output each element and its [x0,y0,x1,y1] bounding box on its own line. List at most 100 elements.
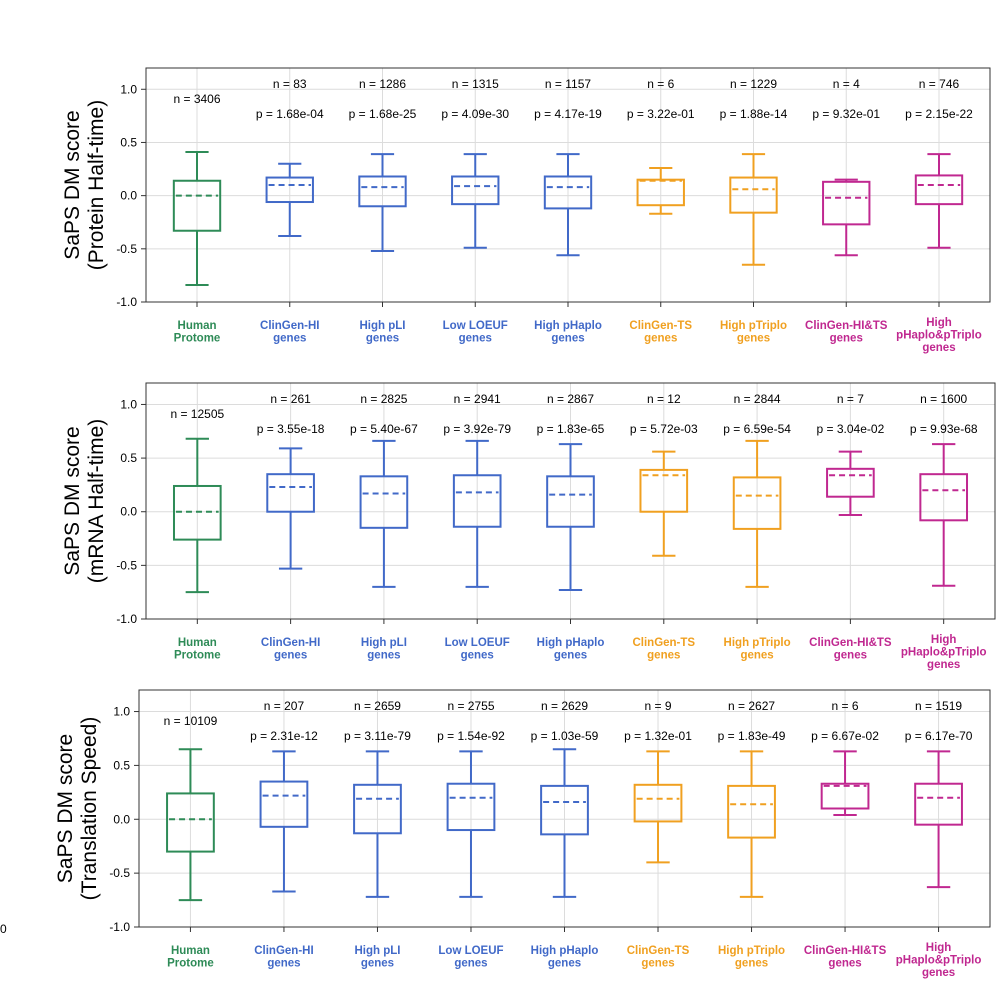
y-axis-label: SaPS DM score(Protein Half-time) [61,100,108,270]
box-group [266,447,315,570]
category-label-line: genes [274,650,307,662]
category-label: High pHaplo genes [531,945,599,970]
p-annotation: p = 6.67e-02 [811,729,879,743]
category-label-line: ClinGen-HI&TS [805,320,888,332]
category-label: High pHaplo&pTriplo genes [896,317,982,354]
category-label-line: Protome [174,650,221,662]
n-annotation: n = 3406 [173,92,220,106]
category-label-line: genes [922,967,955,979]
box-group [353,750,402,898]
box-iqr [729,176,778,214]
n-annotation: n = 1519 [915,699,962,713]
n-annotation: n = 2627 [728,699,775,713]
box-iqr [727,784,776,839]
box-iqr [259,780,309,828]
y-tick-label: 0.0 [120,189,137,203]
category-label-line: genes [830,333,863,345]
panel-mrna-half-time: 1.0 0.5 0.0 -0.5 -1.0 SaPS DM score(mRNA Half… [61,382,996,671]
box-group [820,750,870,816]
category-label-line: pHaplo&pTriplo [896,955,982,967]
category-label-line: Protome [174,333,221,345]
category-label-line: genes [834,650,867,662]
box-iqr [446,782,496,832]
box-group [732,439,782,588]
p-annotation: p = 2.31e-12 [250,729,318,743]
box-iqr [636,178,685,207]
category-label-line: High [931,634,957,646]
y-tick-label: 0.0 [120,505,137,519]
n-annotation: n = 1315 [452,77,499,91]
category-label: Low LOEUF genes [443,320,508,345]
p-annotation: p = 2.15e-22 [905,107,973,121]
box-group [546,443,595,592]
n-annotation: n = 4 [833,77,860,91]
y-tick-label: -1.0 [116,295,137,309]
category-label-line: High [926,942,952,954]
box-iqr [822,180,871,226]
category-label-line: High pHaplo [531,945,599,957]
y-axis-label-line: (Protein Half-time) [85,100,108,270]
box-iqr [265,176,314,204]
box-iqr [451,175,500,206]
p-annotation: p = 1.54e-92 [437,729,505,743]
category-label-line: genes [461,650,494,662]
category-label: ClinGen-TS genes [632,637,695,662]
category-label-line: genes [361,958,394,970]
category-label-line: genes [735,958,768,970]
box-group [639,450,689,557]
n-annotation: n = 1229 [730,77,777,91]
category-label-line: High [926,317,952,329]
category-label: ClinGen-TS genes [627,945,690,970]
p-annotation: p = 1.83e-49 [718,729,786,743]
y-tick-label: -1.0 [109,920,130,934]
box-group [172,437,222,594]
category-label-line: Protome [167,958,214,970]
n-annotation: n = 2844 [734,392,781,406]
y-tick-label: 0.5 [113,758,130,772]
category-label-line: ClinGen-HI&TS [804,945,887,957]
category-label: ClinGen-HI genes [260,320,319,345]
p-annotation: p = 1.83e-65 [537,422,605,436]
y-axis-label-line: SaPS DM score [61,426,84,575]
n-annotation: n = 6 [647,77,674,91]
p-annotation: p = 9.32e-01 [812,107,880,121]
y-axis-label: SaPS DM score(Translation Speed) [54,717,101,901]
y-tick-label: -1.0 [116,612,137,626]
category-label-line: genes [922,342,955,354]
category-label-line: High pTriplo [720,320,787,332]
category-label-line: ClinGen-HI [260,320,319,332]
category-label-line: genes [367,650,400,662]
category-label-line: genes [927,659,960,671]
category-label-line: ClinGen-TS [632,637,695,649]
category-label: ClinGen-HI genes [254,945,313,970]
edge-label: 0 [0,922,7,936]
category-label-line: High pLI [361,637,407,649]
box-iqr [732,476,782,530]
category-label-line: genes [459,333,492,345]
category-label-line: pHaplo&pTriplo [901,647,987,659]
box-group [259,750,309,893]
p-annotation: p = 3.11e-79 [344,729,411,743]
n-annotation: n = 12 [647,392,681,406]
category-label-line: High pTriplo [724,637,791,649]
box-iqr [358,175,407,208]
category-label: High pHaplo&pTriplo genes [901,634,987,671]
y-tick-label: -0.5 [109,866,130,880]
p-annotation: p = 1.68e-04 [256,107,324,121]
category-label-line: High pLI [360,320,406,332]
n-annotation: n = 1157 [545,77,591,91]
category-label-line: Human [178,320,217,332]
y-tick-label: 1.0 [120,397,137,411]
panel-translation-speed: 1.0 0.5 0.0 -0.5 -1.0 SaPS DM score(Translati… [54,689,991,979]
category-label: Human Protome [174,320,221,345]
category-label: High pLI genes [360,320,406,345]
y-tick-label: -0.5 [116,558,137,572]
n-annotation: n = 2659 [354,699,401,713]
box-iqr [826,467,875,498]
n-annotation: n = 7 [837,392,864,406]
y-axis-label-line: SaPS DM score [61,110,84,259]
category-label-line: genes [641,958,674,970]
category-label: High pTriplo genes [718,945,785,970]
category-label-line: genes [554,650,587,662]
